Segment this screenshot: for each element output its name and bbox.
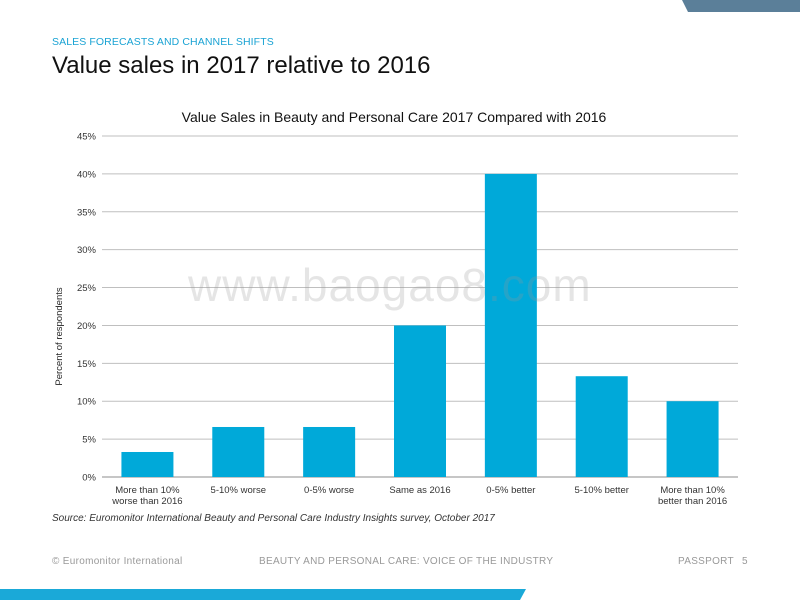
chart-title: Value Sales in Beauty and Personal Care … [181,109,607,125]
source-note: Source: Euromonitor International Beauty… [52,513,495,524]
section-label: SALES FORECASTS AND CHANNEL SHIFTS [52,36,274,48]
x-tick-label: 5-10% better [575,485,629,496]
y-tick-label: 40% [77,169,97,180]
x-tick-label: better than 2016 [658,496,727,507]
y-tick-label: 0% [82,473,96,484]
bar [484,173,537,477]
bar [394,325,446,477]
bar [575,376,628,477]
y-tick-label: 10% [77,397,97,408]
y-tick-label: 25% [77,283,97,294]
y-tick-label: 45% [77,132,97,143]
bar [121,451,174,477]
y-tick-label: 30% [77,245,97,256]
bottom-accent-bar [0,589,526,600]
watermark: www.baogao8.com [188,259,592,311]
x-tick-label: Same as 2016 [389,485,450,496]
x-tick-label: More than 10% [115,485,180,496]
y-tick-label: 15% [77,359,97,370]
bar [666,401,719,477]
bar [212,426,265,477]
bar [303,426,356,477]
x-tick-label: 5-10% worse [211,485,266,496]
footer-brand: PASSPORT [678,556,734,567]
footer-report-title: BEAUTY AND PERSONAL CARE: VOICE OF THE I… [259,556,554,567]
slide-title: Value sales in 2017 relative to 2016 [52,52,431,79]
footer-page-number: 5 [742,556,748,567]
x-tick-label: 0-5% worse [304,485,354,496]
x-tick-label: worse than 2016 [111,496,182,507]
y-tick-label: 35% [77,207,97,218]
y-tick-label: 20% [77,321,97,332]
bar-chart: 0% 5% 10% 15% 20% 25% 30% 35% 40% 45% Percent of r… [54,132,738,507]
y-axis-label: Percent of respondents [54,287,65,385]
top-accent-bar [682,0,800,12]
x-tick-label: More than 10% [660,485,725,496]
footer-copyright: © Euromonitor International [52,556,183,567]
y-tick-label: 5% [82,435,96,446]
x-tick-label: 0-5% better [486,485,535,496]
